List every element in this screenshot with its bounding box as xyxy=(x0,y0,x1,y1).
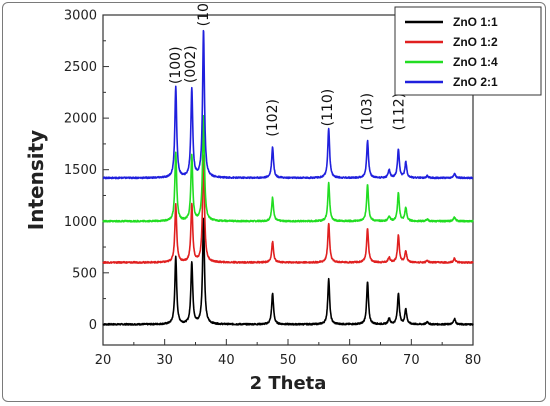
series-layer xyxy=(102,29,474,326)
peak-annotations: (100) (002) (101) (102) (110) (103) (112) xyxy=(168,3,408,137)
x-tick-label: 20 xyxy=(95,353,112,368)
peak-label: (103) xyxy=(360,93,376,131)
series-line xyxy=(102,154,474,264)
peak-label: (101) xyxy=(196,3,212,26)
figure-frame: 20 30 40 50 60 70 80 0 500 1000 1500 2000 2500 3000 (… xyxy=(2,2,546,402)
x-tick-label: 40 xyxy=(218,353,235,368)
peak-label: (102) xyxy=(265,99,281,137)
peak-label: (002) xyxy=(183,45,199,83)
peak-label: (110) xyxy=(320,89,336,127)
series-line xyxy=(102,29,474,180)
peak-label: (100) xyxy=(168,46,184,84)
legend: ZnO 1:1 ZnO 1:2 ZnO 1:4 ZnO 2:1 xyxy=(394,6,542,96)
xrd-chart: 20 30 40 50 60 70 80 0 500 1000 1500 2000 2500 3000 (… xyxy=(24,3,542,394)
y-tick-label: 1000 xyxy=(64,215,97,230)
y-axis-title: Intensity xyxy=(24,130,48,230)
x-axis-title: 2 Theta xyxy=(250,373,327,394)
x-tick-label: 30 xyxy=(156,353,173,368)
x-tick-label: 50 xyxy=(280,353,297,368)
legend-entry: ZnO 1:1 xyxy=(453,15,498,29)
axis-ticks: 20 30 40 50 60 70 80 0 500 1000 1500 2000 2500 3000 xyxy=(64,9,481,369)
series-line xyxy=(102,114,474,223)
x-tick-label: 70 xyxy=(403,353,420,368)
y-tick-label: 2500 xyxy=(64,60,97,75)
x-tick-label: 60 xyxy=(341,353,358,368)
x-tick-label: 80 xyxy=(465,353,482,368)
y-tick-label: 2000 xyxy=(64,112,97,127)
series-line xyxy=(102,217,474,326)
legend-entry: ZnO 1:4 xyxy=(453,55,498,69)
y-tick-label: 3000 xyxy=(64,9,97,24)
legend-entry: ZnO 2:1 xyxy=(453,75,498,89)
peak-label: (112) xyxy=(392,93,408,131)
y-tick-label: 500 xyxy=(72,266,97,281)
y-tick-label: 1500 xyxy=(64,163,97,178)
legend-entry: ZnO 1:2 xyxy=(453,35,498,49)
y-tick-label: 0 xyxy=(89,318,97,333)
